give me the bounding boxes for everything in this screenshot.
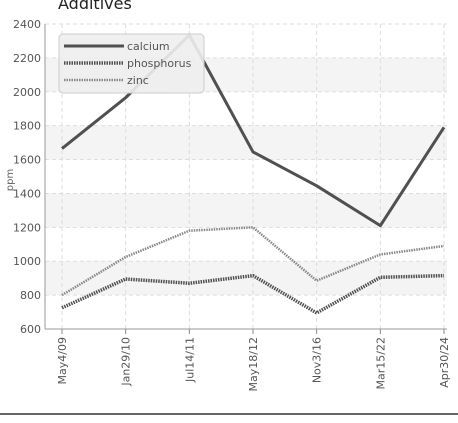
plot-band: [45, 193, 447, 228]
y-tick-label: 1600: [13, 154, 41, 167]
y-tick-label: 2400: [13, 18, 41, 31]
series-line-calcium: [61, 33, 446, 228]
y-tick-labels: 600 800 1000 1200 1400 1600 1800 2000 2200 2400: [13, 18, 41, 336]
x-tick-label: Mar15/22: [374, 337, 387, 389]
x-tick-label: May18/12: [247, 337, 260, 391]
legend-label-zinc: zinc: [127, 74, 149, 87]
series-line-zinc: [61, 226, 445, 297]
x-tick-label: Jan29/10: [120, 337, 133, 387]
legend-label-phosphorus: phosphorus: [127, 57, 192, 70]
x-tick-label: May4/09: [56, 337, 69, 384]
y-tick-label: 2000: [13, 86, 41, 99]
x-tick-labels: May4/09 Jan29/10 Jul14/11 May18/12 Nov3/16 Ma…: [56, 337, 451, 391]
legend-box: [58, 33, 205, 94]
x-tick-label: Apr30/24: [438, 337, 451, 388]
y-tick-label: 600: [20, 323, 41, 336]
legend-label-calcium: calcium: [127, 40, 170, 53]
chart-title: Additives: [58, 0, 132, 13]
y-tick-label: 1200: [13, 221, 41, 234]
x-tick-label: Jul14/11: [183, 337, 196, 383]
legend: calcium phosphorus zinc: [58, 33, 205, 94]
axes: [44, 24, 447, 334]
y-tick-label: 1000: [13, 255, 41, 268]
y-axis-label: ppm: [5, 169, 16, 191]
series-line-phosphorus: [61, 273, 445, 315]
series-lines: [61, 33, 446, 315]
x-tick-label: Nov3/16: [311, 337, 324, 383]
y-tick-label: 1400: [13, 187, 41, 200]
y-tick-label: 800: [20, 289, 41, 302]
plot-band: [45, 125, 447, 160]
y-tick-label: 1800: [13, 120, 41, 133]
y-tick-label: 2200: [13, 52, 41, 65]
